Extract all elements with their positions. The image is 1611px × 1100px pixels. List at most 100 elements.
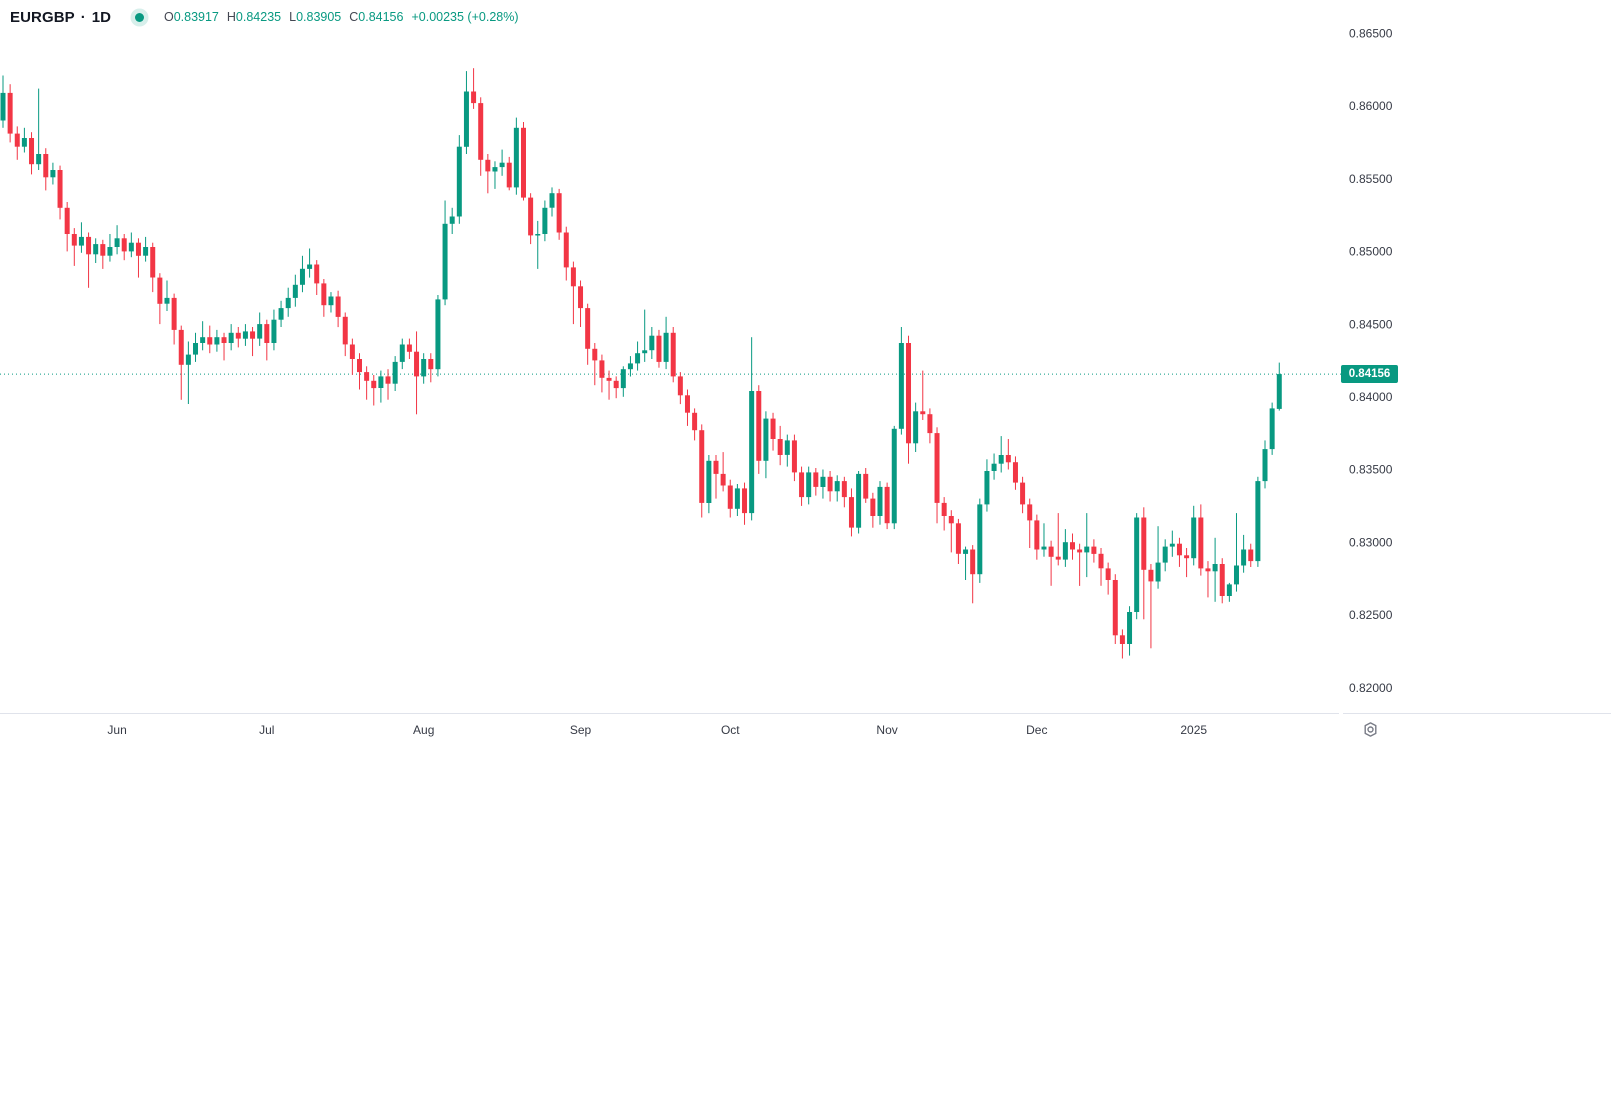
candle[interactable] [656,329,662,368]
candle[interactable] [599,354,605,393]
candle[interactable] [542,200,548,242]
candle[interactable] [784,434,790,467]
candle[interactable] [492,161,498,189]
candle[interactable] [1148,564,1154,649]
candle[interactable] [613,376,619,399]
candle[interactable] [128,232,134,258]
candle[interactable] [7,84,13,143]
candle[interactable] [121,234,127,261]
candle[interactable] [71,228,77,266]
candle[interactable] [898,327,904,435]
candle[interactable] [328,292,334,313]
candle[interactable] [463,71,469,154]
candle[interactable] [1055,513,1061,566]
candle[interactable] [164,280,170,312]
candle[interactable] [606,370,612,400]
candle[interactable] [563,226,569,281]
candle[interactable] [984,459,990,512]
candle[interactable] [713,455,719,499]
candle[interactable] [64,202,70,252]
candle[interactable] [57,165,63,220]
candle[interactable] [1241,534,1247,573]
candle[interactable] [78,222,84,253]
candle[interactable] [21,127,27,153]
candle[interactable] [913,402,919,452]
candle[interactable] [299,255,305,293]
candle[interactable] [0,75,6,128]
candle[interactable] [906,335,912,464]
candle[interactable] [335,290,341,328]
candle[interactable] [877,481,883,525]
candle[interactable] [620,366,626,397]
candle[interactable] [442,200,448,306]
candle[interactable] [920,370,926,420]
candle[interactable] [43,148,49,191]
candle[interactable] [385,369,391,400]
candle[interactable] [14,126,20,160]
candle[interactable] [435,295,441,377]
candle[interactable] [1184,548,1190,578]
candle[interactable] [934,427,940,524]
market-status-dot-icon[interactable] [134,12,144,22]
candle[interactable] [314,260,320,295]
timezone-settings-button[interactable] [1357,716,1383,742]
candle[interactable] [1198,504,1204,576]
candle[interactable] [977,498,983,583]
candle[interactable] [86,232,92,288]
candle[interactable] [1084,513,1090,578]
candle[interactable] [841,476,847,508]
candle[interactable] [1091,539,1097,563]
price-axis[interactable]: 0.86500 0.86000 0.85500 0.85000 0.84500 0.840… [1349,27,1393,695]
candle[interactable] [107,234,113,262]
candle[interactable] [1070,533,1075,560]
candle[interactable] [528,193,534,245]
candle[interactable] [1034,514,1040,560]
candle[interactable] [848,488,854,537]
candle[interactable] [1212,537,1218,602]
candle[interactable] [727,479,733,518]
candle[interactable] [456,135,462,224]
candle[interactable] [1027,498,1033,548]
candle[interactable] [278,300,284,327]
candle[interactable] [1005,439,1011,470]
candle[interactable] [585,303,591,365]
candle[interactable] [250,327,256,357]
candle[interactable] [307,248,313,278]
candle[interactable] [963,546,969,580]
candle[interactable] [1105,562,1111,595]
candle[interactable] [100,239,106,269]
candle[interactable] [1020,476,1026,514]
candle[interactable] [834,475,840,502]
candle[interactable] [371,375,377,406]
candle[interactable] [941,497,947,531]
candle[interactable] [970,545,976,604]
candle[interactable] [777,425,783,466]
candle[interactable] [806,466,812,505]
candle[interactable] [228,324,234,351]
candle[interactable] [271,309,277,351]
candle[interactable] [292,274,298,307]
candle[interactable] [1269,402,1275,455]
candle[interactable] [150,242,156,293]
candle[interactable] [699,424,705,518]
candle[interactable] [549,187,555,217]
candle[interactable] [342,312,348,357]
candle[interactable] [193,332,199,362]
candle[interactable] [1041,523,1047,557]
candle[interactable] [1226,582,1232,602]
candle[interactable] [185,341,191,405]
candle[interactable] [677,372,683,405]
candle[interactable] [506,156,512,191]
candle[interactable] [364,366,370,400]
candle[interactable] [1077,543,1083,586]
time-axis[interactable]: Jun Jul Aug Sep Oct Nov Dec 2025 [107,723,1207,737]
candle[interactable] [535,220,541,269]
candle[interactable] [891,425,897,530]
candle[interactable] [414,331,420,415]
candle[interactable] [143,236,149,262]
candle[interactable] [200,321,206,351]
candle[interactable] [684,389,690,426]
candle[interactable] [1219,558,1225,604]
candle[interactable] [499,149,505,176]
symbol-title[interactable]: EURGBP [10,8,75,26]
